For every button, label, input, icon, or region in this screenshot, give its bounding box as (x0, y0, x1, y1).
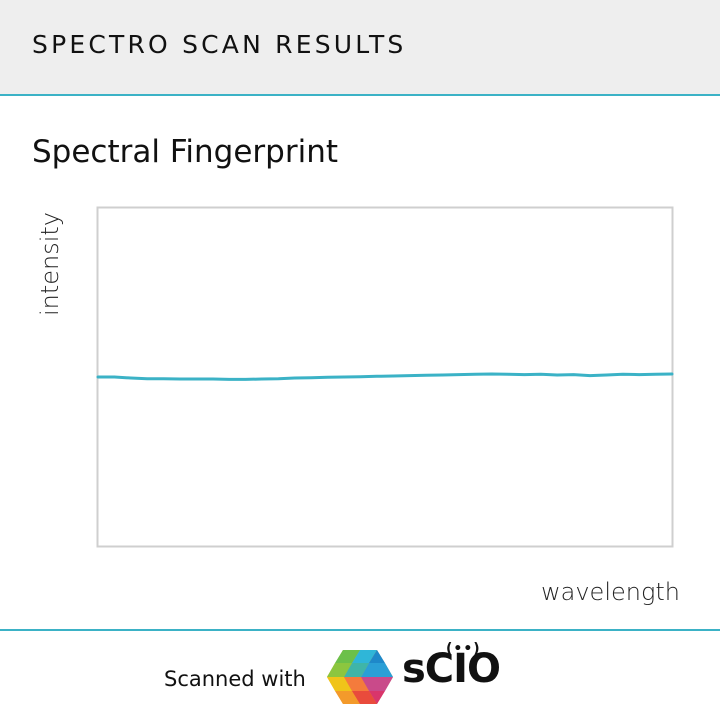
footer-divider (0, 629, 720, 631)
y-axis-label: intensity (36, 211, 64, 317)
scanned-with-text: Scanned with (164, 667, 306, 691)
spectrum-chart (96, 206, 674, 548)
x-axis-label: wavelength (541, 578, 680, 606)
brand-wordmark: sCIO (402, 646, 501, 692)
chart-title: Spectral Fingerprint (32, 134, 339, 170)
scio-logo-icon (327, 650, 393, 704)
header-bar: SPECTRO SCAN RESULTS (0, 0, 720, 96)
page-title: SPECTRO SCAN RESULTS (32, 30, 407, 59)
brand-signal-mark: (••) (446, 641, 481, 657)
spectrum-line (96, 372, 674, 381)
